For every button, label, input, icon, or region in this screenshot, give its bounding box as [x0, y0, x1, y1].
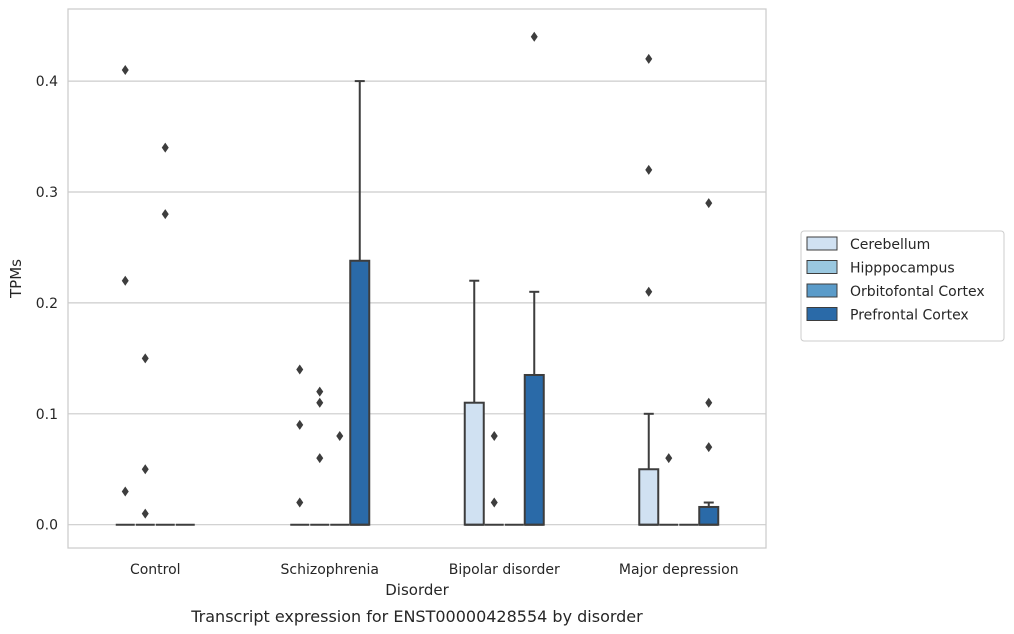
box	[698, 505, 720, 526]
box-group	[115, 64, 135, 526]
legend-item: Orbitofontal Cortex	[806, 283, 985, 300]
legend-item: Prefrontal Cortex	[806, 307, 969, 324]
legend-frame	[800, 230, 1005, 342]
legend-swatch	[806, 236, 838, 251]
x-tick-label: Schizophrenia	[281, 562, 379, 578]
outlier-point	[296, 364, 304, 375]
box	[463, 401, 485, 526]
box	[523, 373, 545, 526]
box-group	[463, 279, 485, 526]
box-group	[155, 142, 175, 526]
legend-label: Prefrontal Cortex	[850, 308, 969, 324]
outlier-point	[530, 31, 538, 42]
legend-swatch	[806, 260, 838, 274]
legend-item: Hipppocampus	[806, 260, 955, 277]
box	[349, 259, 371, 526]
outlier-point	[490, 497, 498, 508]
legend-items: Cerebellum Hipppocampus Orbitofontal Corte…	[806, 236, 985, 324]
outlier-point	[490, 430, 498, 441]
outlier-point	[705, 397, 713, 408]
outlier-point	[296, 419, 304, 430]
outlier-point	[316, 397, 324, 408]
outlier-point	[316, 386, 324, 397]
x-axis-label: Disorder	[385, 581, 449, 599]
outlier-point	[316, 453, 324, 464]
outlier-point	[121, 64, 129, 75]
legend-swatch	[806, 283, 838, 298]
legend-item: Cerebellum	[806, 236, 930, 253]
outlier-point	[336, 430, 344, 441]
box-group	[523, 31, 545, 526]
legend-label: Orbitofontal Cortex	[850, 284, 985, 300]
plot-area-frame	[67, 8, 767, 549]
outlier-point	[296, 497, 304, 508]
legend-label: Hipppocampus	[850, 261, 955, 277]
outlier-point	[141, 464, 149, 475]
legend-label: Cerebellum	[850, 237, 930, 253]
box-group	[659, 453, 679, 526]
outlier-point	[121, 486, 129, 497]
outlier-point	[161, 209, 169, 220]
box	[638, 468, 660, 526]
y-axis-label: TPMs	[7, 259, 25, 299]
box-group	[698, 198, 720, 526]
outlier-point	[645, 286, 653, 297]
legend-swatch	[806, 307, 838, 321]
y-tick-label: 0.3	[36, 185, 58, 201]
figure-caption: Transcript expression for ENST0000042855…	[190, 607, 643, 626]
box-group	[638, 53, 660, 526]
outlier-point	[141, 508, 149, 519]
boxes	[115, 31, 720, 526]
outlier-point	[161, 142, 169, 153]
outlier-point	[121, 275, 129, 286]
box-group	[330, 430, 350, 526]
box-group	[484, 430, 504, 526]
gridlines	[68, 80, 766, 526]
tick-labels: 0.0 0.1 0.2 0.3 0.4 Control Schizophrenia Bipol…	[36, 74, 739, 578]
x-tick-label: Control	[130, 562, 181, 578]
box-group	[349, 80, 371, 526]
outlier-point	[141, 353, 149, 364]
y-tick-label: 0.4	[36, 74, 58, 90]
y-tick-label: 0.0	[36, 518, 58, 534]
y-tick-label: 0.2	[36, 296, 58, 312]
outlier-point	[665, 453, 673, 464]
outlier-point	[705, 198, 713, 209]
legend: Cerebellum Hipppocampus Orbitofontal Corte…	[800, 230, 1005, 342]
y-tick-label: 0.1	[36, 407, 58, 423]
x-tick-label: Bipolar disorder	[449, 562, 560, 578]
box-group	[290, 364, 310, 526]
box-group	[135, 353, 155, 526]
outlier-point	[645, 53, 653, 64]
box-group	[310, 386, 330, 526]
x-tick-label: Major depression	[619, 562, 739, 578]
outlier-point	[705, 442, 713, 453]
outlier-point	[645, 164, 653, 175]
